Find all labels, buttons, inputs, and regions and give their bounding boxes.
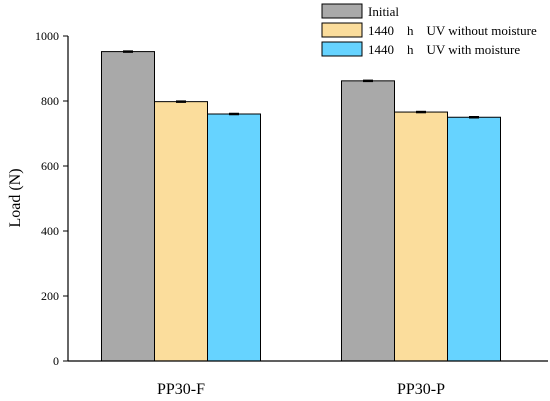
y-tick-label: 1000: [35, 29, 59, 43]
error-bars-group: [123, 50, 479, 119]
category-labels-group: PP30-F PP30-P: [157, 381, 445, 398]
y-tick-label: 0: [53, 354, 59, 368]
legend-label: 1440 h UV without moisture: [368, 23, 537, 38]
y-ticks-group: 0 200 400 600 800 1000: [35, 29, 68, 368]
legend: Initial 1440 h UV without moisture 1440 h …: [321, 3, 537, 57]
bars-group: [101, 51, 501, 362]
x-tick-label: PP30-P: [397, 381, 445, 398]
y-tick-label: 600: [41, 159, 59, 173]
legend-label: Initial: [368, 4, 399, 19]
y-axis-label: Load (N): [7, 168, 24, 227]
bar: [447, 116, 501, 362]
y-tick-label: 200: [41, 289, 59, 303]
y-tick-label: 400: [41, 224, 59, 238]
legend-label: 1440 h UV with moisture: [368, 42, 520, 57]
bar: [154, 101, 208, 362]
legend-swatch: [321, 3, 363, 19]
y-tick-label: 800: [41, 94, 59, 108]
bar: [394, 111, 448, 362]
bar: [341, 80, 395, 362]
legend-swatch: [321, 41, 363, 57]
bar: [101, 51, 155, 362]
x-tick-label: PP30-F: [157, 381, 205, 398]
axes-group: [67, 36, 548, 362]
legend-swatch: [321, 22, 363, 38]
bar: [207, 113, 261, 362]
